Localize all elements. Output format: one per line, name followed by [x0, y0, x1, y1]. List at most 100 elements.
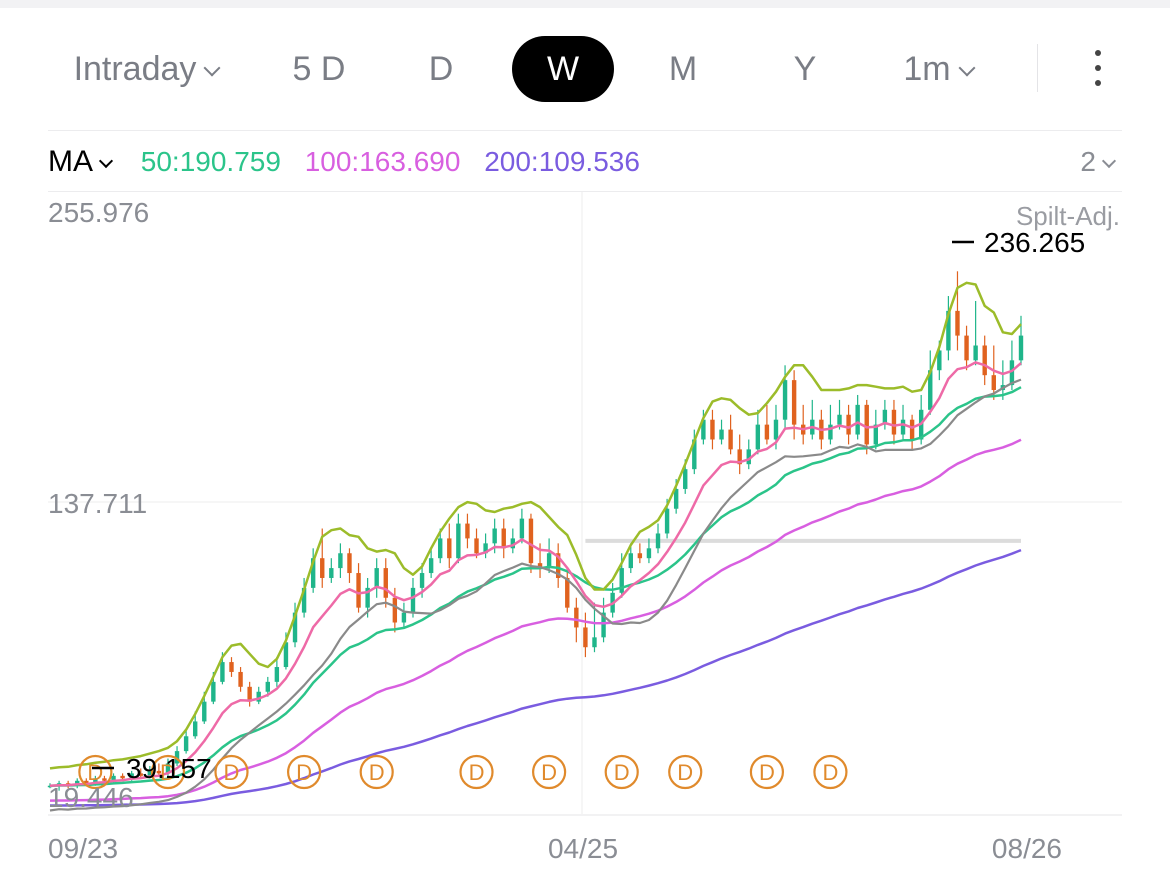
candle	[274, 657, 280, 687]
candle-body	[247, 686, 252, 702]
candle	[256, 686, 261, 705]
candle-body	[855, 404, 860, 435]
candle-body	[465, 523, 470, 539]
dividend-icon	[532, 754, 567, 790]
candle	[47, 783, 53, 789]
dividend-label: D	[677, 760, 693, 785]
candle-body	[773, 419, 779, 440]
divider	[48, 130, 1122, 131]
candle	[746, 439, 751, 470]
candle-body	[964, 335, 969, 361]
candle-body	[183, 736, 189, 752]
candle	[583, 612, 588, 658]
dividend-marker: D	[286, 754, 322, 790]
indicator-selector[interactable]: MA	[48, 145, 114, 178]
candle-body	[120, 775, 125, 779]
candle-body	[991, 375, 996, 391]
tab-w[interactable]: W	[512, 36, 614, 102]
ma100-line	[49, 438, 1022, 802]
tab-intraday-label: Intraday	[73, 50, 197, 88]
candle-body	[628, 553, 633, 569]
tab-y[interactable]: Y	[756, 36, 854, 102]
candle	[428, 548, 434, 578]
dividend-label: D	[614, 760, 630, 785]
dividend-icon	[668, 754, 703, 790]
candle	[347, 548, 352, 583]
candle	[1009, 340, 1015, 391]
dividend-icon	[604, 754, 639, 790]
candle-body	[347, 553, 352, 574]
more-options-icon[interactable]	[1080, 46, 1116, 92]
candle	[229, 657, 234, 677]
dividend-icon	[78, 754, 113, 790]
candle	[465, 513, 470, 549]
indicator-label: MA	[48, 145, 93, 178]
candle-body	[383, 568, 388, 598]
candle-body	[338, 553, 343, 569]
candle-body	[719, 429, 724, 440]
candle-body	[192, 721, 198, 737]
candle-body	[982, 345, 987, 376]
candle	[565, 568, 570, 613]
more-dot	[1095, 80, 1101, 86]
dividend-icon	[459, 754, 494, 790]
candle-body	[102, 778, 107, 781]
dividend-label: D	[541, 760, 557, 785]
divider	[48, 191, 1122, 192]
candle-body	[846, 414, 851, 435]
candle-body	[229, 662, 234, 672]
tab-5d[interactable]: 5 D	[270, 36, 368, 102]
candle-body	[129, 773, 134, 779]
candle-body	[202, 701, 207, 722]
tab-m[interactable]: M	[634, 36, 732, 102]
candle-body	[555, 553, 561, 578]
high-marker: 236.265	[952, 227, 1085, 258]
candle	[329, 558, 334, 583]
ma200-line	[50, 548, 1022, 807]
candle-body	[1018, 335, 1024, 361]
candle	[156, 763, 162, 776]
candle-body	[692, 439, 697, 470]
dividend-marker: D	[668, 754, 703, 790]
candle-body	[265, 681, 270, 692]
candle	[356, 563, 361, 613]
oscillator-line	[49, 378, 1022, 812]
candle	[555, 543, 561, 588]
candle-body	[456, 523, 461, 559]
candle	[719, 419, 724, 445]
candle-body	[737, 449, 742, 465]
tab-1m[interactable]: 1m	[876, 36, 1000, 102]
dividend-marker: D	[749, 754, 785, 790]
candle-body	[501, 528, 506, 549]
upper-band-line	[49, 281, 1022, 770]
candle-body	[710, 419, 715, 440]
candle-body	[138, 773, 143, 776]
candle-body	[329, 568, 334, 578]
candle	[310, 548, 316, 593]
high-marker-label: 236.265	[984, 227, 1085, 258]
candle-body	[356, 573, 361, 608]
candle	[383, 558, 388, 608]
candle-body	[84, 780, 89, 784]
candle	[592, 602, 597, 653]
candle-body	[828, 424, 833, 440]
candle-body	[873, 424, 879, 445]
candle	[183, 728, 189, 754]
candle-body	[174, 751, 180, 764]
indicator-count: 2	[1080, 146, 1096, 177]
candle-body	[211, 681, 216, 702]
candle	[655, 523, 661, 554]
candle-body	[310, 558, 316, 588]
candle	[891, 399, 897, 445]
tab-d[interactable]: D	[392, 36, 490, 102]
candle	[982, 335, 987, 386]
candle-body	[946, 310, 951, 351]
candle	[456, 513, 461, 564]
candle-body	[837, 414, 842, 425]
candle	[628, 543, 633, 574]
indicator-count-selector[interactable]: 2	[1080, 138, 1117, 186]
period-tabs: Intraday 5 D D W M Y 1m	[0, 36, 1170, 102]
candle	[946, 296, 951, 361]
tab-intraday[interactable]: Intraday	[48, 36, 244, 102]
